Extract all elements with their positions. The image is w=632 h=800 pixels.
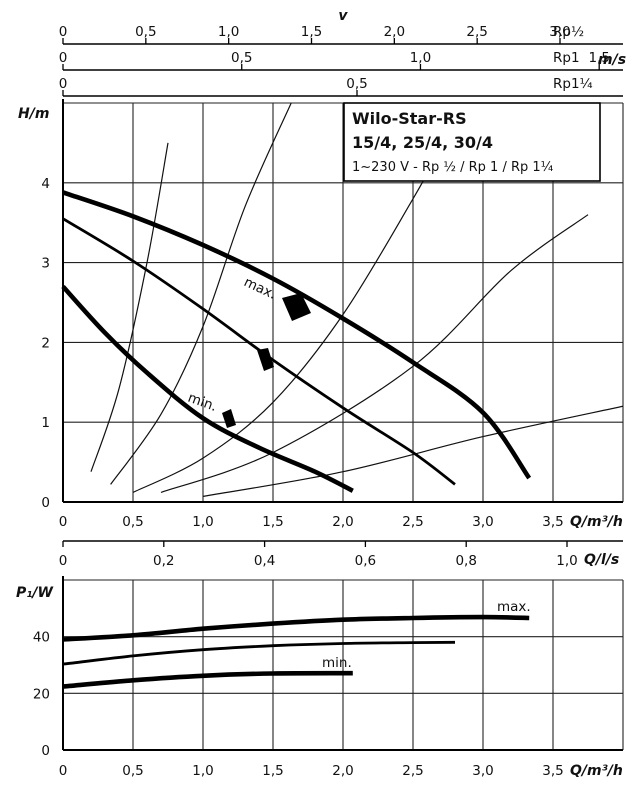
head-curve-mid <box>62 217 456 486</box>
velocity-tick-label: 2,5 <box>466 24 487 40</box>
head-y-tick-label: 0 <box>41 495 50 511</box>
head-x-tick-label: 1,5 <box>262 514 283 530</box>
flow-ls-tick-label: 0,6 <box>355 553 376 569</box>
velocity-scale-name: Rp1 <box>553 50 580 66</box>
head-x-label: Q/m³/h <box>570 514 623 530</box>
velocity-tick-label: 0 <box>59 76 68 92</box>
head-y-tick-label: 1 <box>41 415 50 431</box>
head-y-tick-label: 4 <box>41 176 50 192</box>
power-annotation-max: max. <box>497 599 531 615</box>
velocity-tick-label: 0 <box>59 50 68 66</box>
velocity-tick-label: 0 <box>59 24 68 40</box>
system-curve-4 <box>160 214 589 493</box>
power-x-tick-label: 0 <box>59 763 68 779</box>
power-chart: 0 20 40 0 0,5 1,0 1,5 2,0 2,5 3,0 3,5 max. min. <box>33 576 624 779</box>
power-x-tick-label: 1,5 <box>262 763 283 779</box>
power-annotation-min: min. <box>322 655 352 671</box>
velocity-tick-label: 3,0 <box>549 24 570 40</box>
title-box-frame <box>343 102 601 182</box>
power-curve-max <box>62 614 530 642</box>
velocity-scale-name: Rp1¼ <box>553 76 593 92</box>
power-y-tick-label: 40 <box>33 630 50 646</box>
velocity-tick-label: 1,5 <box>301 24 322 40</box>
speed-marker-max <box>282 293 311 321</box>
velocity-unit: m/s <box>598 52 626 68</box>
system-curve-1 <box>90 142 169 472</box>
title-line-2: 15/4, 25/4, 30/4 <box>352 133 493 152</box>
head-x-tick-label: 1,0 <box>192 514 213 530</box>
head-y-tick-label: 2 <box>41 335 50 351</box>
head-x-tick-label: 0,5 <box>122 514 143 530</box>
system-curve-2 <box>110 103 292 485</box>
head-x-tick-label: 0 <box>59 514 68 530</box>
velocity-scales: 00,51,01,52,02,53,0Rp½00,51,01,5Rp100,51… <box>59 24 623 97</box>
power-x-tick-label: 2,0 <box>332 763 353 779</box>
power-x-tick-label: 0,5 <box>122 763 143 779</box>
velocity-tick-label: 0,5 <box>135 24 156 40</box>
velocity-tick-label: 0,5 <box>231 50 252 66</box>
head-x-tick-label: 2,5 <box>402 514 423 530</box>
power-x-tick-label: 2,5 <box>402 763 423 779</box>
velocity-tick-label: 0,5 <box>346 76 367 92</box>
title-box: Wilo-Star-RS 15/4, 25/4, 30/4 1~230 V - … <box>343 102 601 182</box>
power-y-label: P₁/W <box>16 585 54 601</box>
head-x-tick-label: 3,5 <box>542 514 563 530</box>
power-curve-min <box>62 670 353 689</box>
flow-ls-tick-label: 1,0 <box>556 553 577 569</box>
title-line-1: Wilo-Star-RS <box>352 109 467 128</box>
flow-ls-axis: 0 0,2 0,4 0,6 0,8 1,0 <box>59 540 623 569</box>
speed-marker-mid <box>257 348 274 371</box>
flow-ls-tick-label: 0 <box>59 553 68 569</box>
head-curve-min <box>61 284 354 493</box>
title-line-3: 1~230 V - Rp ½ / Rp 1 / Rp 1¼ <box>352 160 554 175</box>
velocity-tick-label: 2,0 <box>384 24 405 40</box>
power-x-tick-label: 3,5 <box>542 763 563 779</box>
head-x-tick-label: 3,0 <box>472 514 493 530</box>
system-curve-3 <box>132 142 445 493</box>
power-x-label: Q/m³/h <box>570 763 623 779</box>
head-y-tick-label: 3 <box>41 256 50 272</box>
flow-ls-tick-label: 0,2 <box>153 553 174 569</box>
flow-ls-label: Q/l/s <box>584 552 619 568</box>
velocity-scale-name: Rp½ <box>553 24 584 40</box>
power-x-tick-label: 3,0 <box>472 763 493 779</box>
head-x-tick-label: 2,0 <box>332 514 353 530</box>
velocity-label: v <box>338 8 348 24</box>
power-curve-mid <box>62 640 456 666</box>
velocity-tick-label: 1,5 <box>588 50 609 66</box>
speed-marker-min <box>222 409 236 428</box>
head-curve-max <box>62 190 532 480</box>
power-y-tick-label: 20 <box>33 686 50 702</box>
flow-ls-tick-label: 0,4 <box>254 553 275 569</box>
system-curve-5 <box>202 405 623 497</box>
flow-ls-tick-label: 0,8 <box>455 553 476 569</box>
power-y-tick-label: 0 <box>41 743 50 759</box>
power-x-tick-label: 1,0 <box>192 763 213 779</box>
velocity-tick-label: 1,0 <box>410 50 431 66</box>
head-y-label: H/m <box>18 106 49 122</box>
velocity-tick-label: 1,0 <box>218 24 239 40</box>
